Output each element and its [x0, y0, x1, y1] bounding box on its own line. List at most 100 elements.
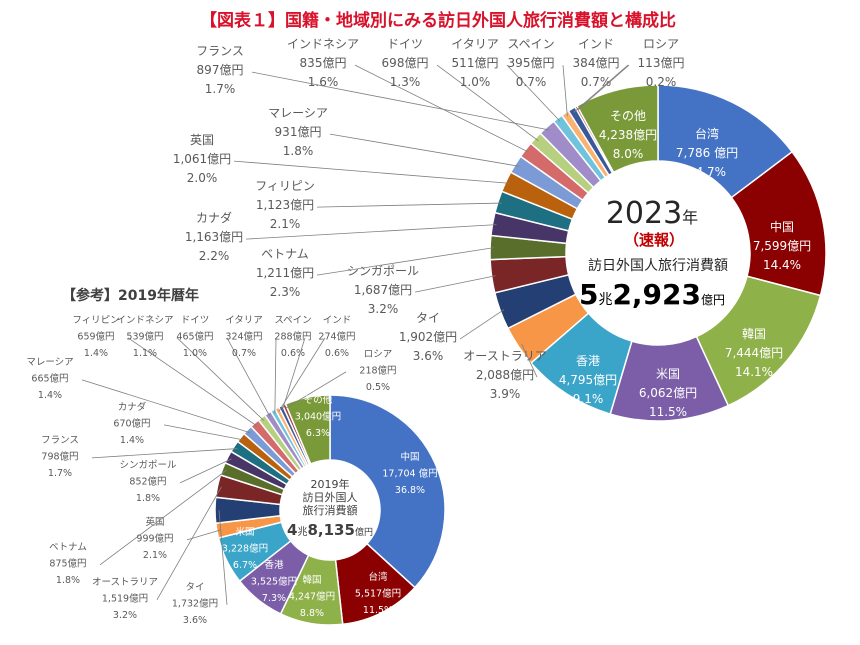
slice-amount: 3,228億円 [222, 543, 268, 555]
slice-percent: 1.4% [120, 435, 144, 446]
slice-name: シンガポール [347, 264, 419, 278]
leader-line [274, 337, 277, 414]
slice-name: 米国 [656, 367, 680, 381]
slice-percent: 0.7% [581, 75, 612, 89]
slice-label: インド 384億円 0.7% [573, 37, 620, 89]
slice-amount: 274億円 [318, 331, 355, 343]
slice-percent: 0.7% [232, 348, 256, 359]
leader-line [176, 337, 265, 422]
slice-percent: 1.0% [460, 75, 491, 89]
slice-amount: 6,062億円 [639, 386, 697, 400]
leader-line [245, 224, 497, 240]
slice-amount: 1,687億円 [354, 283, 412, 297]
slice-label: タイ 1,902億円 3.6% [399, 311, 457, 363]
slice-label: 香港 3,525億円 7.3% [251, 559, 297, 604]
slice-label: マレーシア 931億円 1.8% [268, 106, 328, 158]
slice-percent: 9.1% [573, 392, 604, 406]
slice-label: 中国 7,599億円 14.4% [753, 219, 811, 272]
slice-percent: 1.4% [84, 348, 108, 359]
leader-line [251, 71, 550, 131]
slice-name: インド [323, 315, 352, 326]
slice-amount: 659億円 [77, 331, 114, 343]
slice-label: シンガポール 852億円 1.8% [119, 460, 177, 504]
slice-amount: 465億円 [176, 331, 213, 343]
slice-amount: 1,902億円 [399, 330, 457, 344]
slice-amount: 1,123億円 [256, 198, 314, 212]
slice-percent: 0.2% [646, 75, 677, 89]
leader-line [285, 371, 347, 409]
leader-line [91, 448, 238, 459]
slice-name: タイ [185, 582, 204, 593]
slice-amount: 1,163億円 [185, 230, 243, 244]
slice-amount: 395億円 [508, 56, 555, 70]
leader-line [354, 64, 529, 153]
slice-percent: 0.7% [516, 75, 547, 89]
slice-name: インドネシア [116, 315, 173, 326]
slice-amount: 539億円 [126, 331, 163, 343]
center-line-2: 訪日外国人 [303, 490, 358, 504]
slice-amount: 7,444億円 [725, 346, 783, 360]
slice-label: フランス 897億円 1.7% [196, 44, 244, 96]
leader-line [436, 64, 539, 142]
slice-percent: 11.5% [649, 405, 687, 419]
slice-percent: 2.3% [270, 285, 301, 299]
slice-name: シンガポール [119, 460, 177, 471]
slice-amount: 835億円 [300, 56, 347, 70]
slice-amount: 2,088億円 [476, 368, 534, 382]
slice-amount: 3,040億円 [295, 411, 341, 423]
slice-label: 米国 3,228億円 6.7% [222, 526, 268, 571]
slice-name: 韓国 [302, 575, 321, 586]
slice-name: 英国 [190, 133, 214, 147]
center-line-3: 旅行消費額 [303, 503, 358, 517]
leader-line [233, 160, 510, 184]
slice-label: 香港 4,795億円 9.1% [559, 354, 617, 406]
slice-name: オーストラリア [92, 577, 158, 588]
slice-percent: 3.9% [490, 387, 521, 401]
leader-line [562, 65, 568, 117]
slice-name: 香港 [576, 354, 600, 368]
leader-line [226, 337, 271, 417]
slice-name: 英国 [145, 516, 164, 528]
slice-name: ベトナム [261, 247, 309, 261]
leader-line [414, 275, 496, 293]
slice-percent: 2.0% [187, 171, 218, 185]
slice-label: ベトナム 1,211億円 2.3% [256, 247, 314, 299]
slice-label: イタリア 324億円 0.7% [225, 315, 263, 359]
slice-amount: 798億円 [41, 451, 78, 463]
slice-name: 香港 [264, 559, 284, 571]
leader-line [459, 309, 505, 340]
slice-percent: 1.8% [56, 575, 80, 586]
donut-chart-2023: 台湾 7,786 億円 14.7% 中国 7,599億円 14.4% 韓国 7,444億円 14… [173, 37, 827, 422]
slice-name: 台湾 [368, 571, 388, 583]
slice-label: その他 3,040億円 6.3% [295, 394, 341, 439]
slice-name: フィリピン [255, 179, 315, 193]
leader-line [316, 247, 495, 276]
slice-percent: 3.6% [413, 349, 444, 363]
leader-line [127, 337, 258, 427]
leader-line [577, 64, 630, 111]
slice-name: 台湾 [695, 126, 719, 141]
slice-percent: 2.1% [143, 550, 167, 561]
slice-percent: 36.8% [395, 485, 425, 496]
slice-amount: 999億円 [136, 533, 173, 545]
slice-percent: 14.7% [688, 165, 726, 179]
slice-label: 韓国 4,247億円 8.8% [289, 575, 335, 619]
slice-percent: 1.8% [136, 493, 160, 504]
slice-label: スペイン 288億円 0.6% [274, 315, 311, 359]
slice-percent: 6.3% [306, 428, 330, 439]
center-label-2023: 2023年（速報） 訪日外国人旅行消費額 5兆2,923億円 [579, 196, 728, 311]
slice-percent: 7.3% [262, 593, 286, 604]
slice-amount: 218億円 [359, 365, 396, 377]
slice-name: フランス [196, 44, 244, 58]
slice-amount: 324億円 [225, 331, 262, 343]
slice-percent: 1.7% [48, 468, 72, 479]
figure-title: 【図表１】国籍・地域別にみる訪日外国人旅行消費額と構成比 [200, 10, 676, 31]
figure-title-bracket: 【図表１】 [200, 10, 285, 31]
slice-label: 韓国 7,444億円 14.1% [725, 327, 783, 379]
slice-label: その他 4,238億円 8.0% [599, 109, 657, 161]
slice-label: ドイツ 465億円 1.0% [176, 315, 213, 359]
leader-line [81, 379, 251, 434]
slice-percent: 2.1% [270, 217, 301, 231]
slice-amount: 4,795億円 [559, 373, 617, 387]
slice-percent: 1.1% [133, 348, 157, 359]
